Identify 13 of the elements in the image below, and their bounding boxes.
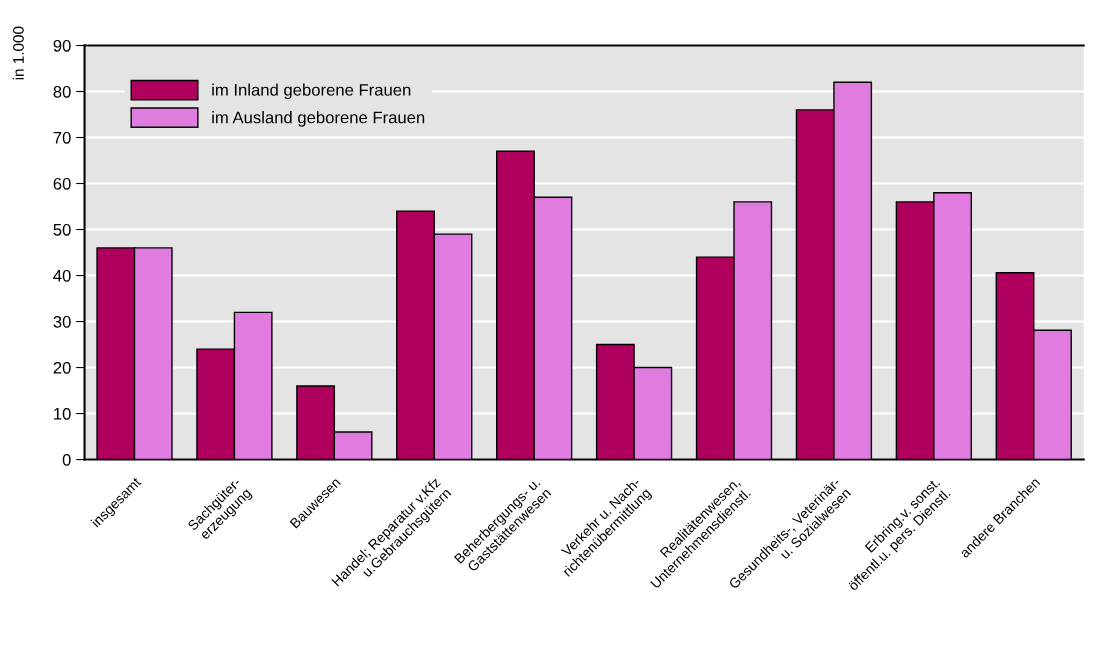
- y-tick-label: 90: [53, 39, 71, 52]
- y-tick-label: 0: [62, 453, 71, 466]
- y-tick-label: 70: [53, 131, 71, 144]
- y-tick-label: 40: [53, 269, 71, 282]
- legend-label: im Ausland geborene Frauen: [212, 111, 425, 127]
- y-tick-label: 20: [53, 361, 71, 374]
- y-axis-title: in 1.000: [12, 26, 24, 80]
- legend-label: im Inland geborene Frauen: [212, 83, 411, 100]
- y-tick-label: 10: [54, 407, 71, 420]
- y-tick-label: 50: [53, 223, 71, 236]
- y-tick-label: 80: [53, 85, 71, 98]
- y-tick-label: 30: [53, 315, 71, 328]
- y-tick-label: 60: [53, 177, 71, 190]
